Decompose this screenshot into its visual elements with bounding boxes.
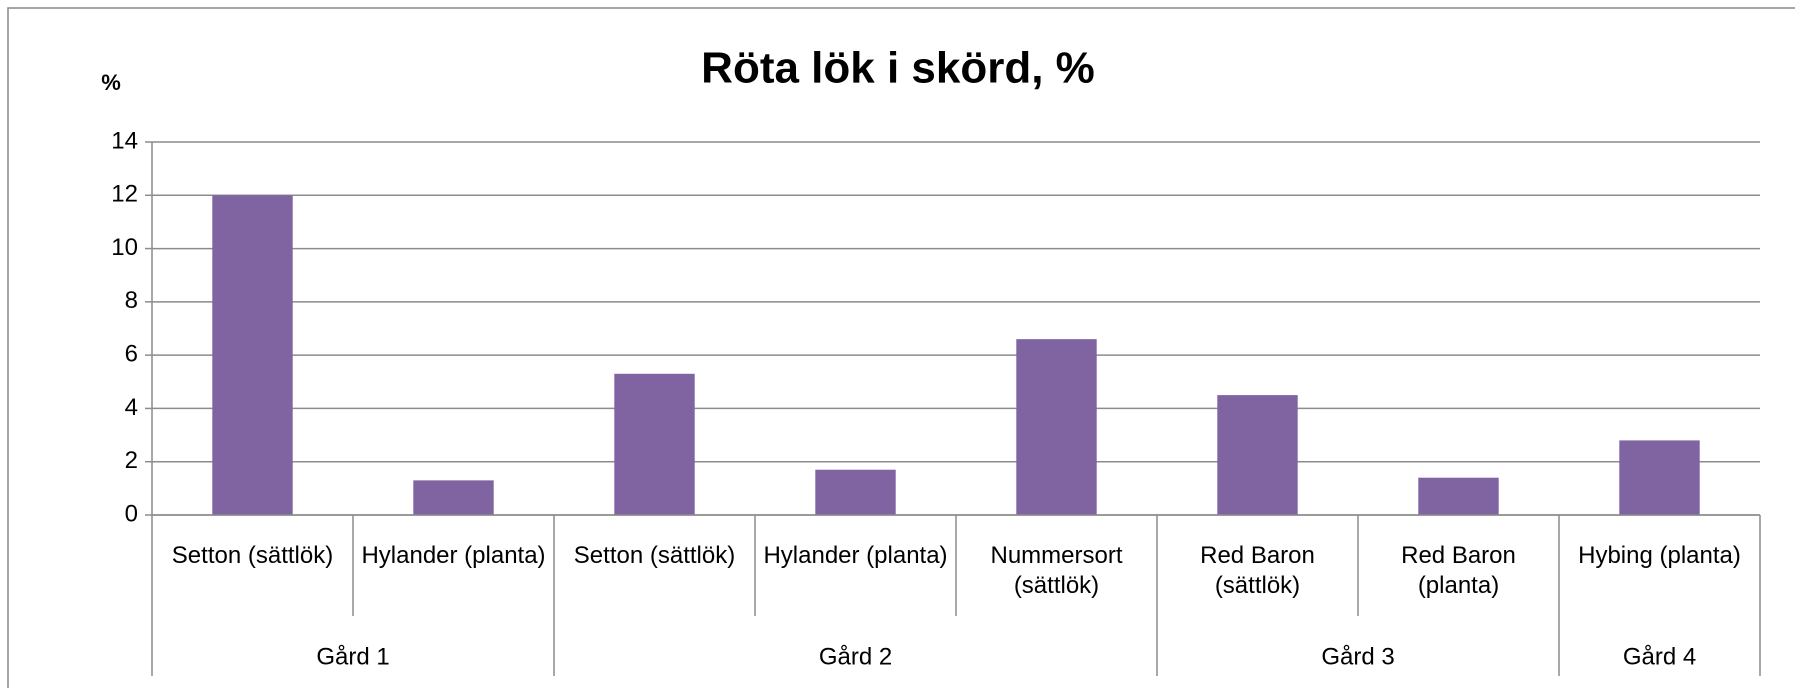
group-label: Gård 1 xyxy=(316,643,389,670)
chart-frame xyxy=(7,7,1795,688)
x-tick-label: Hylander (planta) xyxy=(361,542,546,569)
x-tick-label-box: Red Baron (sättlök) xyxy=(1200,542,1315,599)
x-tick-label-box: Setton (sättlök) xyxy=(573,542,736,569)
x-tick-label: Setton (sättlök) xyxy=(573,542,736,569)
bar xyxy=(413,480,494,515)
y-tick-label: 14 xyxy=(111,127,138,154)
y-tick-label: 8 xyxy=(125,287,138,314)
y-tick-label: 10 xyxy=(111,234,138,261)
y-tick-label: 6 xyxy=(125,340,138,367)
y-axis-label: % xyxy=(101,70,121,95)
x-tick-label-box: Nummersort (sättlök) xyxy=(990,542,1123,599)
x-tick-label-box: Setton (sättlök) xyxy=(171,542,334,569)
y-tick-label: 12 xyxy=(111,181,138,208)
x-tick-label: Red Baron (sättlök) xyxy=(1200,542,1315,599)
x-tick-label-box: Hybing (planta) xyxy=(1578,542,1741,569)
x-tick-label: Setton (sättlök) xyxy=(171,542,334,569)
bar xyxy=(614,373,695,515)
group-label: Gård 2 xyxy=(819,643,892,670)
x-tick-label-box: Hylander (planta) xyxy=(361,542,546,569)
bar xyxy=(1016,339,1097,515)
bar xyxy=(815,469,896,515)
x-tick-label-box: Red Baron (planta) xyxy=(1401,542,1516,599)
group-label: Gård 4 xyxy=(1623,643,1696,670)
bar xyxy=(212,195,293,516)
y-tick-label: 2 xyxy=(125,447,138,474)
chart-title: Röta lök i skörd, % xyxy=(701,44,1095,93)
group-label: Gård 3 xyxy=(1321,643,1394,670)
x-tick-label: Hylander (planta) xyxy=(763,542,948,569)
bar xyxy=(1217,395,1298,515)
x-tick-label-box: Hylander (planta) xyxy=(763,542,948,569)
x-tick-label: Hybing (planta) xyxy=(1578,542,1741,569)
x-tick-label: Nummersort (sättlök) xyxy=(990,542,1123,599)
x-tick-label: Red Baron (planta) xyxy=(1401,542,1516,599)
y-tick-label: 0 xyxy=(125,500,138,527)
bar xyxy=(1619,440,1700,515)
bar xyxy=(1418,477,1499,515)
y-tick-label: 4 xyxy=(125,394,138,421)
